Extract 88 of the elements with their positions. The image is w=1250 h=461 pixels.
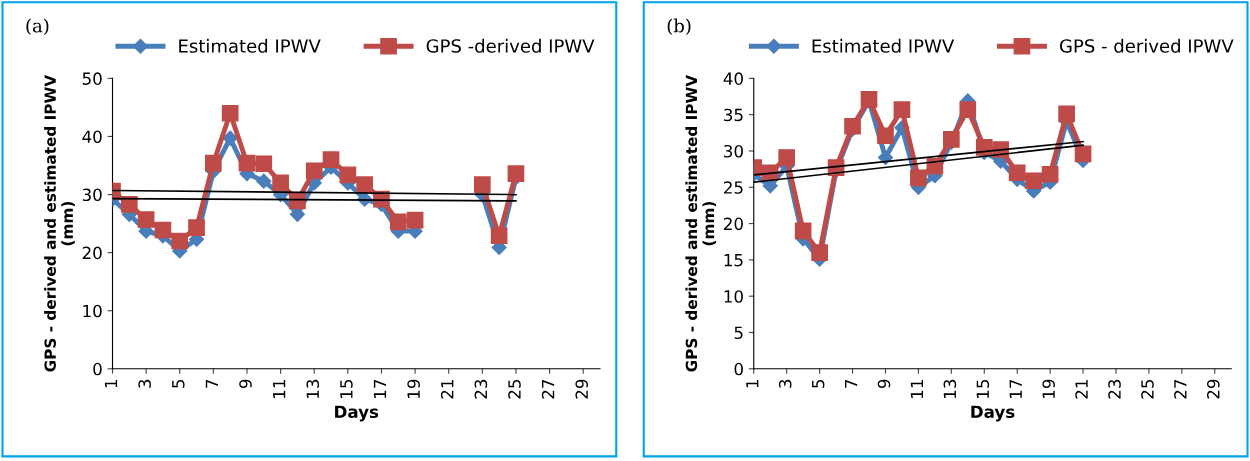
x-tick-label: 29 — [1207, 379, 1220, 399]
x-tick-label: 27 — [1174, 379, 1187, 399]
x-tick-label: 23 — [474, 379, 488, 399]
y-tick-label: 40 — [723, 72, 743, 85]
x-tick-label: 11 — [273, 380, 286, 398]
x-tick-label: 27 — [541, 379, 555, 399]
x-tick-label: 19 — [1042, 379, 1055, 398]
x-tick-label: 15 — [976, 379, 990, 398]
point — [221, 104, 239, 122]
y-tick-label: 0 — [93, 362, 102, 376]
point — [811, 244, 828, 261]
x-tick-label: 1 — [746, 380, 759, 388]
point — [272, 174, 289, 192]
legend-label: GPS - derived IPWV — [1059, 38, 1234, 53]
point — [794, 222, 812, 240]
x-tick-label: 3 — [138, 379, 151, 388]
x-tick-label: 17 — [373, 379, 387, 398]
point — [205, 154, 222, 172]
point — [322, 151, 340, 169]
x-axis-title: Days — [971, 405, 1015, 422]
text: (a) — [26, 18, 49, 36]
point — [507, 165, 525, 182]
x-tick-label: 19 — [407, 379, 420, 398]
point — [356, 176, 373, 194]
point — [1074, 145, 1092, 163]
y-tick-label: 10 — [724, 290, 743, 303]
point — [339, 166, 357, 184]
y-tick-label: 25 — [724, 181, 743, 194]
x-tick-label: 5 — [812, 379, 825, 388]
x-tick-label: 23 — [1108, 379, 1121, 399]
x-tick-label: 15 — [340, 379, 353, 398]
point — [1041, 165, 1059, 183]
y-tick-label: 5 — [734, 326, 743, 340]
x-tick-label: 25 — [1141, 379, 1154, 399]
x-tick-label: 21 — [1075, 380, 1088, 399]
point — [959, 101, 977, 118]
y-tick-label: 10 — [83, 304, 102, 318]
point — [910, 169, 927, 187]
x-tick-label: 1 — [104, 380, 118, 388]
y-tick-label: 35 — [724, 108, 743, 122]
x-axis-title: Days — [335, 405, 379, 422]
point — [137, 211, 155, 228]
point — [1008, 164, 1026, 182]
y-tick-label: 0 — [734, 362, 743, 376]
point — [238, 154, 256, 172]
point — [305, 162, 323, 180]
point — [1058, 105, 1075, 123]
x-tick-label: 7 — [844, 379, 858, 388]
point — [893, 101, 911, 118]
point — [406, 211, 424, 229]
x-tick-label: 17 — [1009, 379, 1022, 398]
x-tick-label: 13 — [943, 379, 957, 398]
legend-label: GPS -derived IPWV — [426, 38, 595, 53]
point — [256, 173, 272, 189]
point — [154, 221, 172, 239]
point — [473, 176, 491, 194]
y-axis-title: GPS - derived and estimated IPWV (mm) — [685, 74, 717, 372]
legend-label: Estimated IPWV — [812, 38, 955, 53]
x-tick-label: 3 — [778, 379, 792, 388]
y-tick-label: 30 — [82, 188, 102, 202]
x-tick-label: 11 — [910, 380, 923, 398]
x-tick-label: 9 — [877, 379, 891, 389]
point — [844, 117, 861, 135]
point — [389, 213, 407, 231]
y-tick-label: 40 — [82, 130, 102, 144]
point — [171, 232, 189, 250]
y-axis-title: GPS - derived and estimated IPWV (mm) — [44, 74, 75, 372]
y-tick-label: 20 — [82, 246, 102, 260]
x-tick-label: 5 — [172, 379, 185, 388]
text: (b) — [667, 18, 691, 36]
point — [255, 155, 273, 173]
point — [222, 130, 238, 146]
x-tick-label: 25 — [508, 379, 521, 399]
point — [778, 149, 796, 166]
y-tick-label: 20 — [724, 217, 743, 231]
y-tick-label: 30 — [724, 144, 743, 158]
legend-label: Estimated IPWV — [179, 38, 321, 53]
x-tick-label: 9 — [239, 379, 252, 389]
x-tick-label: 7 — [205, 379, 218, 388]
point — [490, 227, 508, 245]
point — [877, 127, 894, 145]
point — [1025, 172, 1042, 190]
x-tick-label: 21 — [440, 380, 454, 399]
x-tick-label: 29 — [575, 379, 589, 399]
x-tick-label: 13 — [306, 379, 320, 398]
point — [188, 219, 205, 236]
y-tick-label: 50 — [82, 72, 102, 85]
y-tick-label: 15 — [724, 254, 743, 267]
